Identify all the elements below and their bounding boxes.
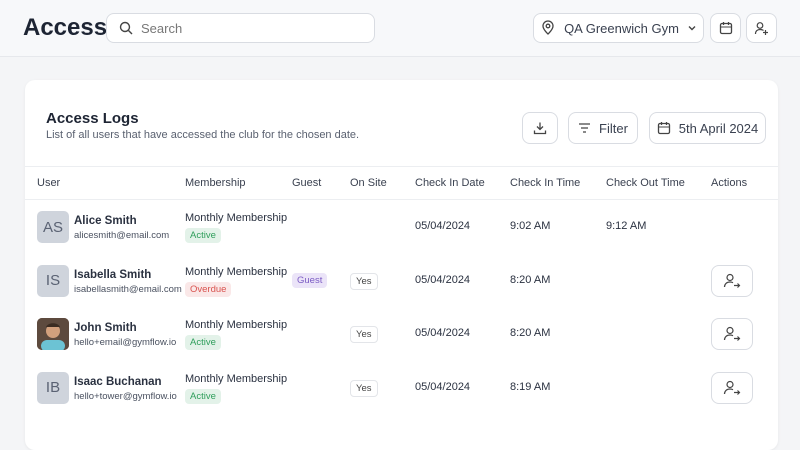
check-out-button[interactable] xyxy=(711,264,753,297)
download-button[interactable] xyxy=(522,112,558,144)
check-in-time: 8:20 AM xyxy=(510,273,551,286)
check-out-button[interactable] xyxy=(711,318,753,350)
status-badge: Overdue xyxy=(185,281,232,297)
calendar-button[interactable] xyxy=(710,13,741,43)
check-in-time: 8:20 AM xyxy=(510,327,551,339)
user-email: hello+email@gymflow.io xyxy=(74,337,177,348)
card-title: Access Logs xyxy=(46,110,139,127)
filter-button[interactable]: Filter xyxy=(568,112,638,144)
user-name: John Smith xyxy=(74,322,137,334)
status-badge: Active xyxy=(185,388,221,404)
avatar: AS xyxy=(37,211,69,243)
column-header: Check In Date xyxy=(415,177,485,189)
card-subtitle: List of all users that have accessed the… xyxy=(46,129,360,141)
user-email: isabellasmith@email.com xyxy=(74,283,182,295)
check-out-time: 9:12 AM xyxy=(606,220,647,232)
check-out-button[interactable] xyxy=(711,371,753,404)
location-name: QA Greenwich Gym xyxy=(564,20,679,36)
avatar-photo xyxy=(37,318,69,350)
download-icon xyxy=(533,122,547,135)
check-out-icon xyxy=(723,326,741,341)
column-header: Check In Time xyxy=(510,177,581,189)
column-header: Actions xyxy=(711,177,748,189)
status-badge: Active xyxy=(185,335,221,350)
status-badge: Active xyxy=(185,228,221,243)
check-in-date: 05/04/2024 xyxy=(415,220,471,232)
date-icon xyxy=(657,122,670,135)
column-header: Guest xyxy=(292,177,322,189)
check-out-icon xyxy=(723,273,741,288)
on-site-badge: Yes xyxy=(350,272,378,290)
divider xyxy=(25,166,778,167)
search-placeholder: Search xyxy=(141,20,183,36)
filter-label: Filter xyxy=(599,120,628,136)
check-in-time: 8:19 AM xyxy=(510,380,551,393)
user-email: alicesmith@email.com xyxy=(74,230,170,241)
membership: Monthly Membership xyxy=(185,319,288,331)
membership: Monthly Membership xyxy=(185,265,288,278)
column-header: Membership xyxy=(185,177,246,189)
filter-icon xyxy=(579,123,591,133)
check-in-date: 05/04/2024 xyxy=(415,380,471,393)
membership: Monthly Membership xyxy=(185,372,288,385)
calendar-icon xyxy=(719,22,732,35)
guest-badge: Guest xyxy=(292,272,328,288)
on-site-badge: Yes xyxy=(350,379,378,397)
column-header: User xyxy=(37,177,61,189)
location-select[interactable]: QA Greenwich Gym xyxy=(533,13,704,43)
search-icon xyxy=(119,21,133,35)
page-title: Access xyxy=(23,14,108,41)
page: Access Search QA Greenwich Gym Access Lo… xyxy=(0,13,800,450)
photo xyxy=(37,318,69,350)
check-in-time: 9:02 AM xyxy=(510,220,551,232)
date-label: 5th April 2024 xyxy=(678,120,759,136)
membership: Monthly Membership xyxy=(185,212,288,224)
check-out-icon xyxy=(723,380,741,395)
column-header: Check Out Time xyxy=(606,177,685,189)
user-name: Isabella Smith xyxy=(74,268,152,281)
column-header: On Site xyxy=(350,177,387,189)
on-site-badge: Yes xyxy=(350,326,378,343)
access-logs-card: Access Logs List of all users that have … xyxy=(25,80,778,450)
search-box[interactable]: Search xyxy=(106,13,375,43)
user-name: Isaac Buchanan xyxy=(74,375,162,388)
check-in-date: 05/04/2024 xyxy=(415,273,471,286)
chevron xyxy=(688,26,696,31)
add-user-icon xyxy=(754,21,768,35)
check-in-date: 05/04/2024 xyxy=(415,327,471,339)
date-button[interactable]: 5th April 2024 xyxy=(649,112,766,144)
user-name: Alice Smith xyxy=(74,215,137,227)
add-user-button[interactable] xyxy=(746,13,777,43)
user-email: hello+tower@gymflow.io xyxy=(74,390,177,402)
divider xyxy=(25,199,778,200)
location-icon xyxy=(542,20,554,35)
avatar: IB xyxy=(37,371,69,404)
avatar: IS xyxy=(37,264,69,297)
